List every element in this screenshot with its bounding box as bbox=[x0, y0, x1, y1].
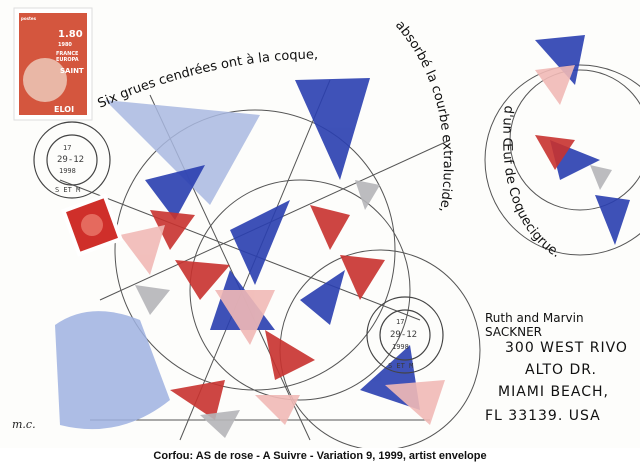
watercolor-artwork: 1.80 1980 FRANCE EUROPA SAINT ELOI poste… bbox=[13, 7, 640, 448]
svg-text:ELOI: ELOI bbox=[54, 105, 74, 114]
pink-shards bbox=[120, 65, 575, 425]
artist-initials: m.c. bbox=[12, 418, 36, 431]
svg-text:29-12: 29-12 bbox=[57, 155, 84, 165]
poem-line-top: Six grues cendrées ont à la coque, bbox=[96, 48, 319, 112]
svg-text:S ET M: S ET M bbox=[55, 186, 80, 194]
svg-text:postes: postes bbox=[21, 16, 37, 21]
svg-text:1.80: 1.80 bbox=[58, 29, 83, 40]
address-line-1: 300 WEST RIVO bbox=[505, 340, 628, 356]
svg-text:SAINT: SAINT bbox=[60, 67, 84, 75]
svg-text:1998: 1998 bbox=[59, 167, 76, 175]
svg-text:FRANCE: FRANCE bbox=[56, 51, 79, 57]
svg-text:17: 17 bbox=[396, 318, 404, 326]
svg-text:29-12: 29-12 bbox=[390, 330, 417, 340]
caption: Corfou: AS de rose - A Suivre - Variatio… bbox=[153, 450, 487, 462]
svg-text:S ET M: S ET M bbox=[388, 362, 413, 370]
light-blue-fan bbox=[105, 100, 260, 205]
grey-shards bbox=[135, 165, 612, 438]
address-line-2: ALTO DR. bbox=[525, 362, 597, 378]
address-name: Ruth and Marvin SACKNER bbox=[485, 311, 584, 339]
light-blue-blob bbox=[55, 311, 170, 430]
address-line-4: FL 33139. USA bbox=[485, 408, 601, 424]
postmark-top bbox=[33, 121, 111, 199]
red-shards bbox=[150, 135, 575, 420]
europa-stamp: 1.80 1980 FRANCE EUROPA SAINT ELOI poste… bbox=[13, 7, 93, 121]
postmark-bottom bbox=[366, 296, 444, 374]
poem-line-right: absorbé la courbe extralucide, bbox=[392, 18, 455, 213]
postmark-top-date: 17 29-12 1998 S ET M bbox=[55, 144, 84, 194]
svg-text:1980: 1980 bbox=[58, 42, 72, 48]
svg-text:EUROPA: EUROPA bbox=[56, 57, 79, 63]
address-line-3: MIAMI BEACH, bbox=[498, 384, 609, 400]
artist-envelope: 1.80 1980 FRANCE EUROPA SAINT ELOI poste… bbox=[12, 7, 640, 448]
svg-text:17: 17 bbox=[63, 144, 71, 152]
poem-line-far-right: d'un Œuf de Coquecigrue. bbox=[499, 105, 563, 261]
postmark-bottom-date: 17 29-12 1998 S ET M bbox=[388, 318, 417, 370]
svg-text:1998: 1998 bbox=[392, 343, 409, 351]
marianne-red-stamp bbox=[60, 193, 124, 257]
